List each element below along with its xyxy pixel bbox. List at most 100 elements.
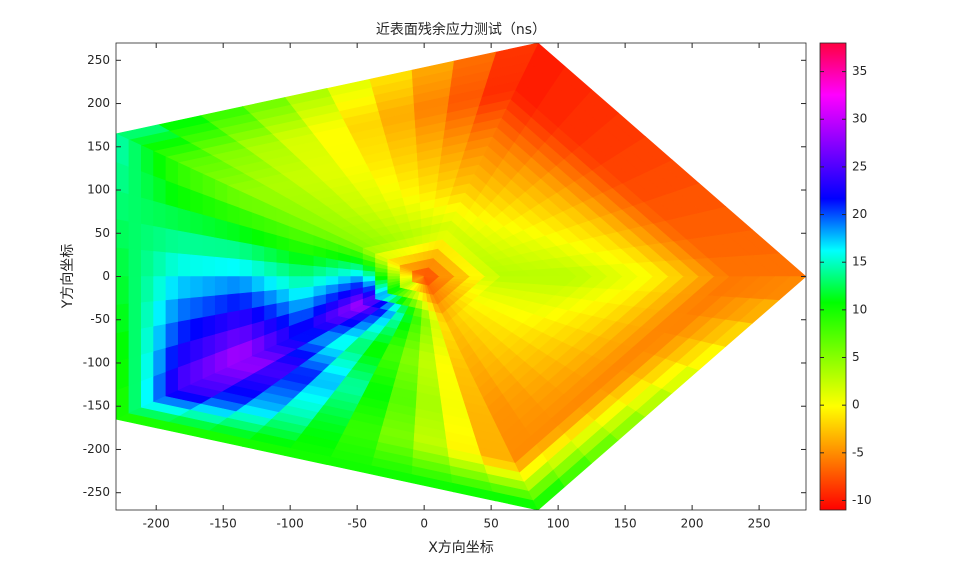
contour-cell — [263, 261, 277, 277]
colorbar-tick-label: 10 — [852, 302, 867, 316]
contour-cell — [177, 276, 191, 300]
contour-cell — [140, 197, 154, 227]
contour-cell — [116, 385, 129, 420]
contour-cell — [312, 276, 326, 288]
contour-cell — [238, 276, 252, 294]
contour-cell — [288, 263, 302, 277]
x-tick-label: 100 — [547, 517, 570, 531]
contour-cell — [251, 244, 265, 262]
colorbar-tick-label: 30 — [852, 112, 867, 126]
colorbar — [819, 42, 847, 511]
contour-cell — [116, 276, 129, 306]
y-tick-label: -100 — [83, 355, 110, 369]
contour-cell — [263, 276, 277, 292]
contour-cell — [128, 328, 141, 360]
contour-cell — [300, 276, 314, 289]
contour-cell — [312, 255, 326, 268]
contour-cell — [165, 228, 178, 254]
contour-cell — [201, 193, 215, 219]
contour-cell — [152, 200, 166, 229]
contour-cell — [201, 255, 215, 277]
contour-cell — [201, 235, 215, 258]
contour-cell — [140, 223, 154, 252]
contour-cell — [263, 289, 277, 307]
contour-cell — [177, 297, 191, 323]
contour-cell — [152, 276, 166, 302]
colorbar-tick-label: 5 — [852, 350, 860, 364]
y-tick-label: -50 — [90, 312, 110, 326]
contour-cell — [325, 276, 339, 286]
x-tick-label: -50 — [347, 517, 367, 531]
contour-cell — [165, 299, 178, 325]
contour-cell — [214, 237, 228, 259]
contour-cell — [492, 491, 539, 510]
contour-cell — [165, 252, 178, 277]
contour-cell — [116, 133, 129, 168]
contour-cell — [165, 180, 178, 209]
contour-cell — [177, 319, 191, 346]
contour-cell — [165, 204, 178, 232]
y-tick-label: 150 — [87, 139, 110, 153]
contour-cell — [201, 295, 215, 318]
contour-cell — [140, 249, 154, 277]
x-tick-label: 0 — [420, 517, 428, 531]
contour-cell — [764, 276, 806, 301]
contour-cell — [140, 144, 154, 177]
contour-cell — [128, 139, 141, 172]
contour-cell — [189, 276, 203, 299]
contour-cell — [177, 184, 191, 212]
y-tick-label: 100 — [87, 183, 110, 197]
contour-cell — [251, 228, 265, 248]
contour-cell — [238, 224, 252, 245]
contour-cell — [128, 166, 141, 199]
contour-cell — [189, 189, 203, 216]
y-axis-label: Y方向坐标 — [60, 244, 76, 310]
contour-cell — [177, 207, 191, 234]
contour-cell — [251, 276, 265, 293]
contour-cell — [214, 217, 228, 241]
y-tick-label: -250 — [83, 485, 110, 499]
contour-cell — [288, 276, 302, 290]
contour-cell — [226, 257, 240, 277]
y-tick-label: 0 — [102, 269, 110, 283]
contour-cell — [152, 348, 166, 378]
contour-field — [116, 43, 806, 510]
colorbar-tick-label: 35 — [852, 64, 867, 78]
contour-cell — [116, 124, 170, 140]
contour-cell — [288, 251, 302, 266]
colorbar-tick-label: -5 — [852, 445, 864, 459]
contour-cell — [275, 262, 289, 277]
contour-cell — [214, 276, 228, 297]
contour-cell — [189, 296, 203, 321]
contour-cell — [128, 248, 141, 277]
contour-cell — [201, 214, 215, 239]
contour-cell — [152, 175, 166, 205]
contour-cell — [275, 276, 289, 291]
contour-cell — [374, 271, 388, 277]
contour-cell — [251, 260, 265, 277]
contour-cell — [116, 330, 129, 363]
contour-cell — [177, 253, 191, 277]
contour-cell — [152, 225, 166, 253]
contour-cell — [116, 358, 129, 391]
colorbar-tick-label: 25 — [852, 159, 867, 173]
contour-cell — [325, 267, 339, 277]
contour-cell — [226, 293, 240, 314]
contour-cell — [201, 276, 215, 298]
x-tick-label: -200 — [143, 517, 170, 531]
contour-cell — [238, 241, 252, 261]
contour-cell — [152, 300, 166, 328]
x-axis-label: X方向坐标 — [428, 540, 494, 556]
contour-cell — [177, 230, 191, 256]
contour-cell — [238, 259, 252, 277]
contour-cell — [275, 248, 289, 265]
contour-cell — [128, 221, 141, 251]
contour-cell — [140, 276, 154, 304]
y-tick-label: 250 — [87, 53, 110, 67]
contour-cell — [140, 301, 154, 330]
x-tick-label: 200 — [681, 517, 704, 531]
contour-cell — [337, 268, 351, 277]
x-tick-label: -100 — [277, 517, 304, 531]
y-tick-label: 200 — [87, 96, 110, 110]
